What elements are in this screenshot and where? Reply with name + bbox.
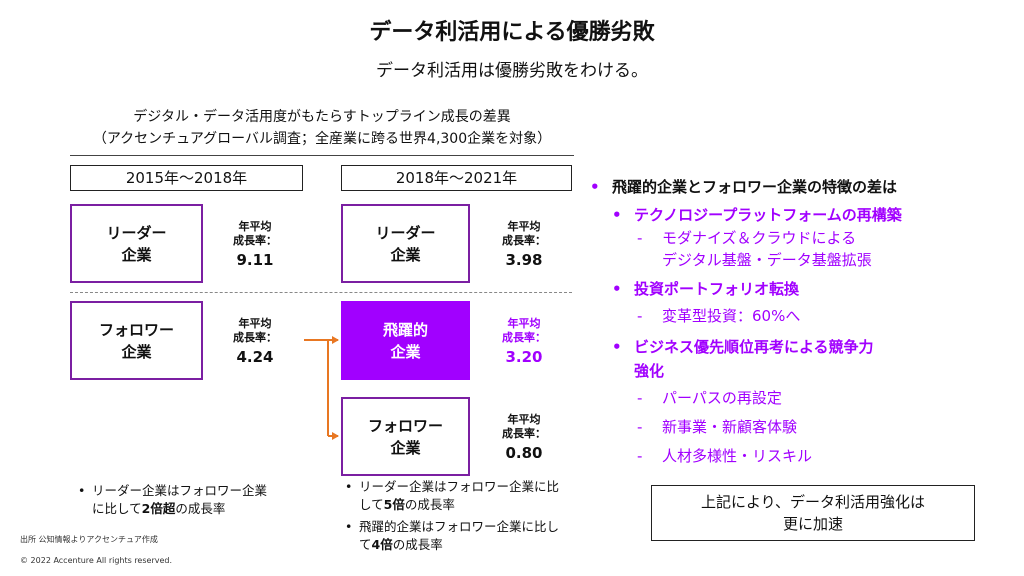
note-text-tail: の成長率 (404, 497, 455, 512)
rate-value: 3.20 (505, 348, 543, 366)
leap-box-2018: 飛躍的 企業 (341, 301, 470, 380)
rate-value: 4.24 (236, 348, 274, 366)
rate-label-line2: 成長率： (233, 234, 277, 247)
caption-divider (70, 155, 574, 156)
chart-caption-line1: デジタル・データ活用度がもたらすトップライン成長の差異 (133, 109, 511, 125)
sub-item: 変革型投資：60%へ (662, 307, 801, 325)
box-label-line1: 飛躍的 (382, 320, 428, 339)
conclusion-line1: 上記により、データ利活用強化は (700, 493, 926, 511)
bullet-icon: • (345, 479, 353, 494)
sub-item: パーパスの再設定 (662, 389, 782, 407)
box-label-line2: 企業 (121, 342, 152, 361)
bullet-icon: • (590, 178, 600, 196)
right-panel: • 飛躍的企業とフォロワー企業の特徴の差は • テクノロジープラットフォームの再構… (590, 177, 990, 467)
period-left: 2015年～2018年 (70, 165, 303, 191)
item-label: ビジネス優先順位再考による競争力 強化 (634, 338, 874, 380)
follower-box-2018: フォロワー 企業 (341, 397, 470, 476)
dash-icon: - (637, 418, 643, 436)
bullet-icon: • (78, 483, 86, 498)
chart-caption-line2: （アクセンチュアグローバル調査；全産業に跨る世界4,300企業を対象） (92, 131, 552, 147)
dash-icon: - (637, 307, 643, 325)
bullet-icon: • (612, 280, 622, 298)
rate-label-line2: 成長率： (233, 331, 277, 344)
note-text: リーダー企業はフォロワー企業に比して (92, 483, 268, 516)
leader-rate-2018: 年平均 成長率： 3.98 (484, 220, 564, 270)
note-emphasis: 5倍 (383, 497, 405, 512)
rate-label-line1: 年平均 (507, 220, 541, 233)
box-label-line2: 企業 (121, 245, 152, 264)
note-text: 飛躍的企業はフォロワー企業に比して (359, 519, 560, 552)
rate-label-line2: 成長率： (502, 331, 546, 344)
rate-value: 9.11 (236, 251, 274, 269)
leader-box-2015: リーダー 企業 (70, 204, 203, 283)
group-divider (70, 292, 572, 293)
period-right: 2018年～2021年 (341, 165, 572, 191)
note-text-tail: の成長率 (175, 501, 226, 516)
copyright: © 2022 Accenture All rights reserved. (20, 556, 173, 565)
item-label: 投資ポートフォリオ転換 (634, 280, 800, 298)
sub-item: 新事業・新顧客体験 (662, 418, 798, 436)
box-label-line1: リーダー (106, 223, 167, 242)
rate-label-line1: 年平均 (507, 413, 541, 426)
dash-icon: - (637, 447, 643, 465)
dash-icon: - (637, 229, 643, 247)
note-emphasis: 4倍 (371, 537, 393, 552)
conclusion-line2: 更に加速 (782, 515, 843, 533)
follower-box-2015: フォロワー 企業 (70, 301, 203, 380)
leap-rate-2018: 年平均 成長率： 3.20 (484, 317, 564, 367)
right-panel-heading: 飛躍的企業とフォロワー企業の特徴の差は (612, 178, 898, 196)
note-right: • リーダー企業はフォロワー企業に比して5倍の成長率 • 飛躍的企業はフォロワー… (345, 478, 570, 554)
sub-item: 人材多様性・リスキル (662, 447, 813, 465)
bullet-icon: • (612, 338, 622, 356)
box-label-line2: 企業 (390, 438, 421, 457)
page-title: データ利活用による優勝劣敗 (369, 20, 655, 45)
box-label-line1: フォロワー (367, 416, 443, 435)
item-label: テクノロジープラットフォームの再構築 (634, 206, 902, 224)
box-label-line1: リーダー (375, 223, 436, 242)
source-note: 出所 公知情報よりアクセンチュア作成 (20, 535, 158, 544)
page-subtitle: データ利活用は優勝劣敗をわける。 (376, 61, 648, 81)
rate-value: 3.98 (505, 251, 543, 269)
leader-rate-2015: 年平均 成長率： 9.11 (215, 220, 295, 270)
leader-box-2018: リーダー 企業 (341, 204, 470, 283)
box-label-line1: フォロワー (98, 320, 174, 339)
rate-label-line1: 年平均 (507, 317, 541, 330)
follower-rate-2018: 年平均 成長率： 0.80 (484, 413, 564, 463)
note-emphasis: 2倍超 (141, 501, 176, 516)
box-label-line2: 企業 (390, 245, 421, 264)
conclusion-box: 上記により、データ利活用強化は 更に加速 (651, 485, 975, 541)
box-label-line2: 企業 (390, 342, 421, 361)
transition-arrows (304, 336, 339, 440)
note-text: リーダー企業はフォロワー企業に比して (359, 479, 560, 512)
note-left: • リーダー企業はフォロワー企業に比して2倍超の成長率 (78, 482, 278, 518)
rate-value: 0.80 (505, 444, 543, 462)
rate-label-line1: 年平均 (238, 317, 272, 330)
bullet-icon: • (612, 206, 622, 224)
rate-label-line1: 年平均 (238, 220, 272, 233)
bullet-icon: • (345, 519, 353, 534)
sub-item: モダナイズ＆クラウドによる デジタル基盤・データ基盤拡張 (662, 229, 872, 269)
follower-rate-2015: 年平均 成長率： 4.24 (215, 317, 295, 367)
dash-icon: - (637, 389, 643, 407)
rate-label-line2: 成長率： (502, 234, 546, 247)
note-text-tail: の成長率 (392, 537, 443, 552)
rate-label-line2: 成長率： (502, 427, 546, 440)
